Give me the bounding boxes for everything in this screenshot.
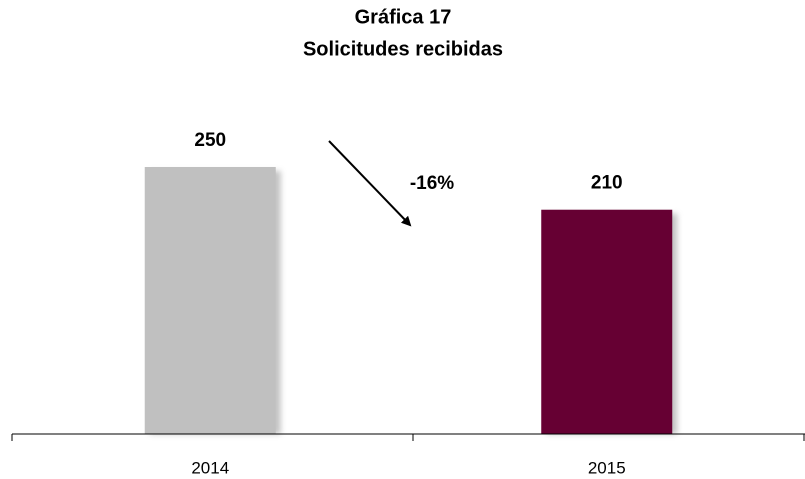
chart-title: Gráfica 17 [355,6,452,28]
chart-subtitle: Solicitudes recibidas [303,38,503,60]
x-tick-label: 2014 [191,458,229,477]
x-tick-label: 2015 [588,458,626,477]
bar [541,209,673,434]
value-label: 210 [591,173,623,194]
bar [144,167,276,434]
value-label: 250 [194,130,226,151]
annotation: -16% [410,173,454,194]
trend-arrow [328,140,412,227]
